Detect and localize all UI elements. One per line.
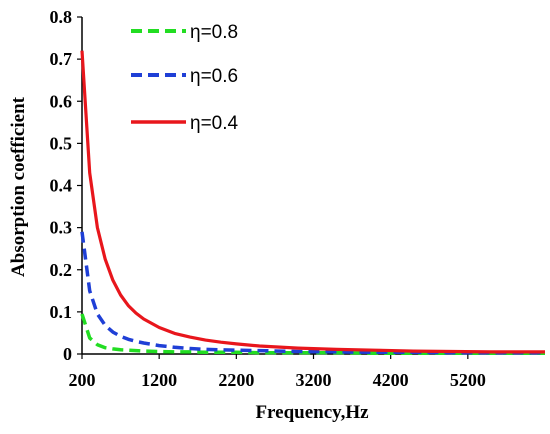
series-line-3 — [80, 50, 545, 354]
legend-label-2: η=0.6 — [190, 66, 238, 87]
axes — [77, 16, 545, 359]
x-tick-label: 5200 — [450, 370, 486, 390]
y-tick-label: 0.6 — [50, 91, 73, 111]
y-tick-label: 0.3 — [50, 218, 73, 238]
x-tick-label: 4200 — [373, 370, 409, 390]
legend-label-1: η=0.8 — [190, 22, 238, 43]
series-lines — [80, 50, 545, 355]
y-tick-label: 0.5 — [50, 133, 73, 153]
legend-label-3: η=0.4 — [190, 113, 239, 134]
tick-labels: 0 0.1 0.2 0.3 0.4 0.5 0.6 0.7 0.8 200 1200 2200 3200… — [50, 7, 486, 390]
y-axis-title: Absorption coefficient — [8, 96, 29, 277]
legend: η=0.8 η=0.6 η=0.4 — [131, 22, 239, 134]
y-tick-label: 0.2 — [50, 260, 73, 280]
y-tick-label: 0 — [63, 344, 72, 364]
y-tick-label: 0.7 — [50, 49, 73, 69]
x-axis-title: Frequency,Hz — [255, 402, 369, 423]
y-tick-label: 0.4 — [50, 176, 73, 196]
y-tick-label: 0.8 — [50, 7, 73, 27]
x-tick-label: 3200 — [296, 370, 332, 390]
x-tick-label: 200 — [69, 370, 96, 390]
y-tick-label: 0.1 — [50, 302, 73, 322]
x-tick-label: 1200 — [141, 370, 177, 390]
series-line-2 — [80, 231, 545, 355]
x-tick-label: 2200 — [218, 370, 254, 390]
